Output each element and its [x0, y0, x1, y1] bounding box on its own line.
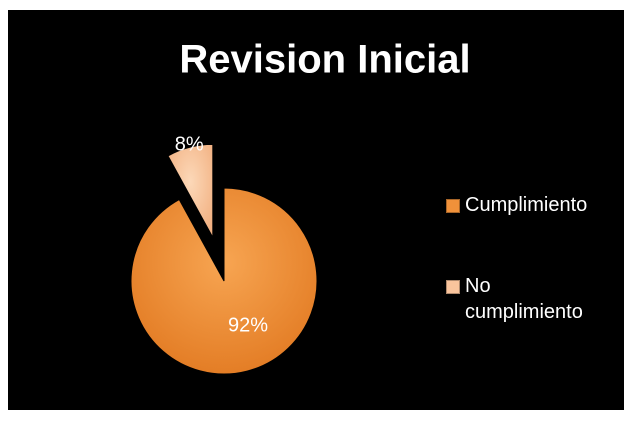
legend-label: No cumplimiento: [465, 275, 583, 323]
chart-title: Revision Inicial: [179, 38, 470, 82]
legend-entry: No cumplimiento: [446, 273, 616, 325]
legend-label: Cumplimiento: [465, 194, 588, 216]
legend-swatch: [446, 199, 460, 213]
data-label: 8%: [175, 134, 204, 156]
legend-entry: Cumplimiento: [446, 192, 616, 218]
data-label: 92%: [228, 314, 268, 336]
pie-slice: [167, 143, 214, 238]
legend-swatch: [446, 280, 460, 294]
chart-background: [8, 10, 624, 410]
pie-slice: [130, 187, 318, 375]
